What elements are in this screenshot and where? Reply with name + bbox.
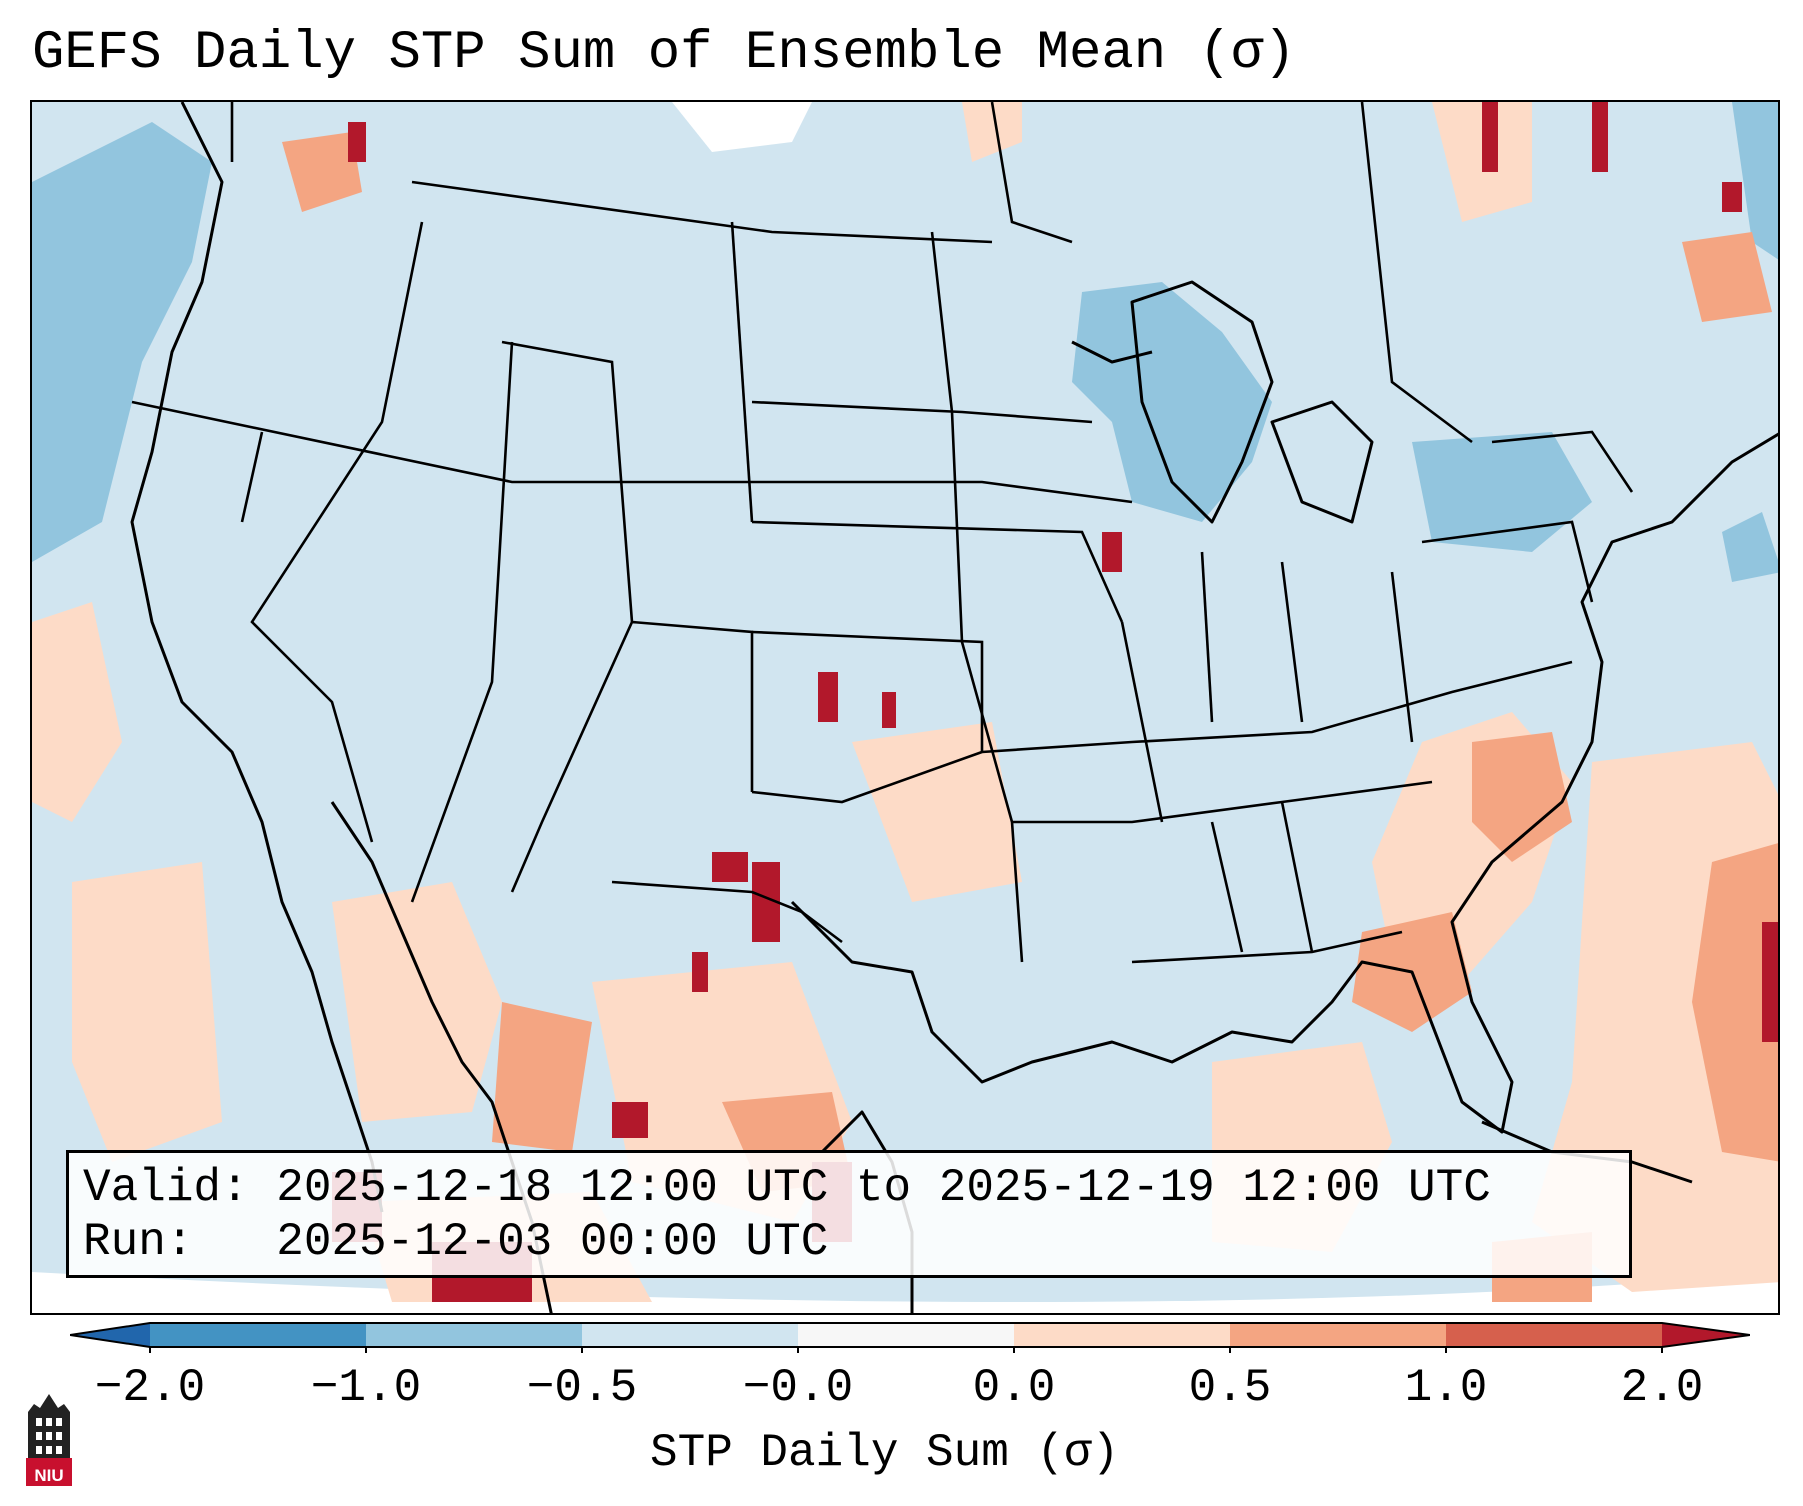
negative-regions xyxy=(32,102,1778,582)
valid-value: 2025-12-18 12:00 UTC to 2025-12-19 12:00… xyxy=(276,1162,1491,1214)
colorbar-tick-label: 1.0 xyxy=(1404,1362,1488,1414)
niu-logo-text: NIU xyxy=(34,1466,64,1485)
colorbar-bin xyxy=(798,1323,1014,1347)
niu-logo: NIU xyxy=(20,1390,78,1488)
colorbar-tick-marks xyxy=(149,1347,1663,1353)
colorbar-tick-label: −2.0 xyxy=(94,1362,206,1414)
chart-title: GEFS Daily STP Sum of Ensemble Mean (σ) xyxy=(32,23,1296,84)
colorbar-extend-low xyxy=(70,1323,150,1347)
run-label: Run: xyxy=(83,1216,277,1268)
colorbar-bin xyxy=(1230,1323,1446,1347)
colorbar-tick-label: −0.5 xyxy=(526,1362,638,1414)
colorbar-tick-label: −0.0 xyxy=(742,1362,854,1414)
valid-time-box: Valid: 2025-12-18 12:00 UTC to 2025-12-1… xyxy=(66,1150,1632,1278)
colorbar-tick-label: 0.0 xyxy=(972,1362,1056,1414)
colorbar-tick-label: −1.0 xyxy=(310,1362,422,1414)
colorbar-bin xyxy=(1446,1323,1662,1347)
colorbar-bin xyxy=(1014,1323,1230,1347)
colorbar-bin xyxy=(582,1323,798,1347)
state-borders xyxy=(131,102,1634,964)
map-panel[interactable] xyxy=(30,100,1780,1315)
colorbar-label: STP Daily Sum (σ) xyxy=(650,1427,1120,1479)
niu-tower-icon xyxy=(26,1394,72,1486)
run-value: 2025-12-03 00:00 UTC xyxy=(276,1216,829,1268)
run-row: Run: 2025-12-03 00:00 UTC xyxy=(83,1215,1629,1269)
valid-row: Valid: 2025-12-18 12:00 UTC to 2025-12-1… xyxy=(83,1161,1629,1215)
colorbar-bin xyxy=(150,1323,366,1347)
field-background xyxy=(32,102,1778,1302)
colorbar-extend-high xyxy=(1662,1323,1750,1347)
stp-map xyxy=(32,102,1778,1313)
valid-label: Valid: xyxy=(83,1162,277,1214)
colorbar-tick-label: 0.5 xyxy=(1188,1362,1272,1414)
colorbar xyxy=(70,1322,1750,1353)
colorbar-bin xyxy=(366,1323,582,1347)
colorbar-tick-label: 2.0 xyxy=(1620,1362,1704,1414)
